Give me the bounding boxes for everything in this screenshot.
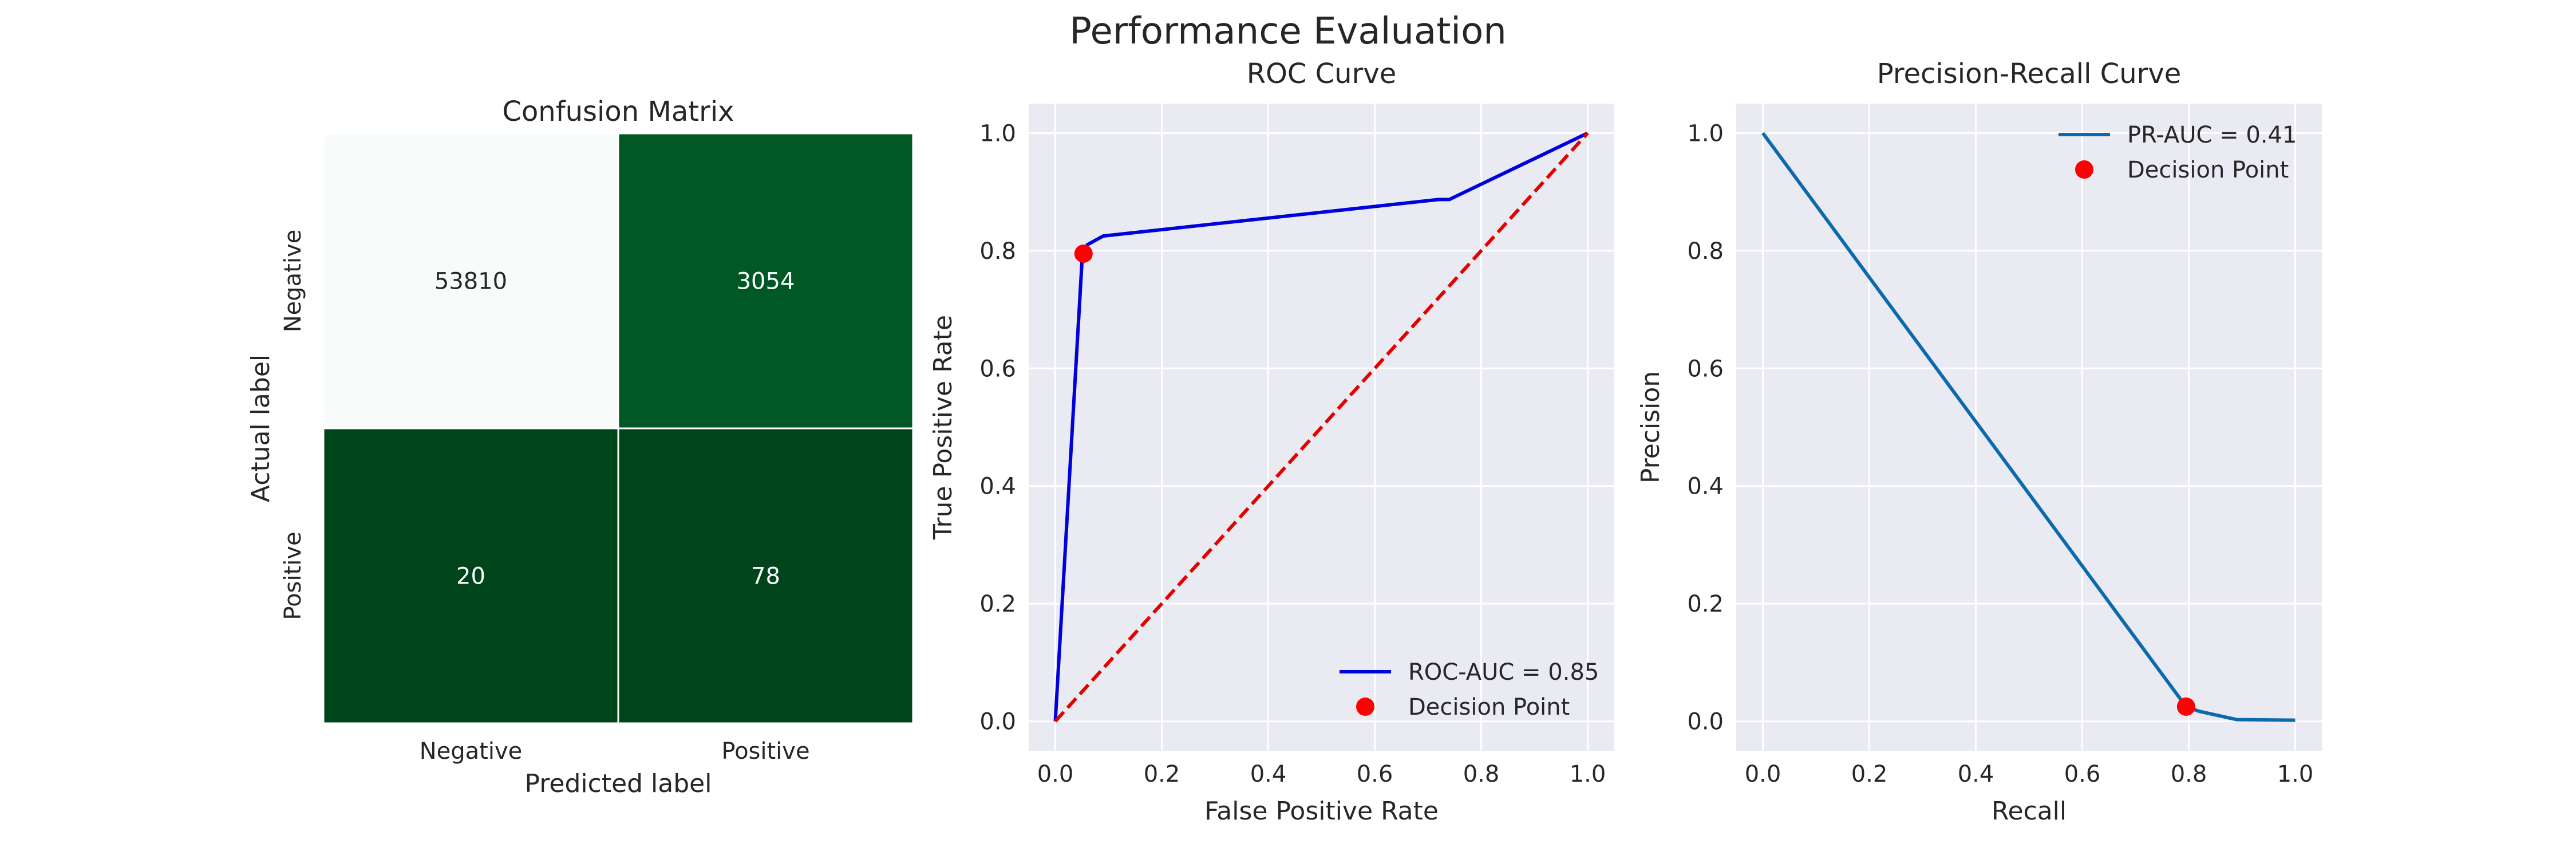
legend-entry: ROC-AUC = 0.85 <box>1408 659 1599 685</box>
x-tick-label: Positive <box>721 738 809 765</box>
series-line <box>1054 132 1589 723</box>
y-tick-label: 0.8 <box>979 238 1016 265</box>
decision-point-marker <box>1074 244 1093 263</box>
matrix-cell <box>617 427 914 724</box>
x-tick-label: 0.6 <box>1357 761 1393 787</box>
x-axis-label: False Positive Rate <box>1204 797 1439 826</box>
panel-title: Precision-Recall Curve <box>1877 58 2182 90</box>
y-tick-label: 0.2 <box>979 591 1016 617</box>
decision-point-marker <box>2176 697 2195 716</box>
legend-entry: PR-AUC = 0.41 <box>2127 122 2297 148</box>
y-tick-label: 0.6 <box>1687 356 1724 382</box>
y-tick-label: Negative <box>280 230 306 333</box>
x-tick-label: 1.0 <box>1570 761 1606 787</box>
confusion-matrix-panel: Confusion Matrix 53810 3054 20 78 Negative Pos… <box>246 96 914 798</box>
x-axis-label: Recall <box>1992 797 2067 826</box>
legend-point-swatch <box>2075 160 2093 179</box>
matrix-cell <box>617 132 914 430</box>
legend-entry: Decision Point <box>1408 694 1570 720</box>
x-tick-label: 0.4 <box>1250 761 1287 787</box>
y-tick-label: 0.8 <box>1687 238 1724 265</box>
y-axis-label: Precision <box>1636 371 1665 483</box>
cell-value: 20 <box>456 564 485 590</box>
y-tick-label: 0.4 <box>1687 474 1724 500</box>
x-tick-label: 0.4 <box>1958 761 1994 787</box>
x-tick-label: 1.0 <box>2277 761 2314 787</box>
matrix-cell <box>322 132 619 430</box>
series-line <box>1761 132 2296 722</box>
y-tick-label: 0.0 <box>979 709 1016 735</box>
roc-curve-panel: 0.0 0.2 0.4 0.6 0.8 1.0 0.0 0.2 0.4 0.6 0.8 1.0 ROC … <box>929 58 1614 826</box>
cell-value: 53810 <box>434 269 507 295</box>
panel-title: ROC Curve <box>1247 58 1397 90</box>
y-tick-label: 1.0 <box>979 120 1016 147</box>
cell-value: 78 <box>751 564 780 590</box>
y-tick-label: Positive <box>280 531 306 620</box>
figure-title: Performance Evaluation <box>1069 10 1507 53</box>
x-tick-label: 0.0 <box>1037 761 1074 787</box>
legend-point-swatch <box>1356 698 1374 716</box>
y-axis-label: Actual label <box>246 354 275 502</box>
plot-area <box>1736 104 2322 751</box>
x-tick-label: 0.2 <box>1144 761 1180 787</box>
y-axis-label: True Positive Rate <box>929 315 958 540</box>
y-tick-label: 0.0 <box>1687 709 1724 735</box>
y-tick-label: 0.4 <box>979 474 1016 500</box>
x-tick-label: 0.0 <box>1745 761 1781 787</box>
precision-recall-panel: 0.0 0.2 0.4 0.6 0.8 1.0 0.0 0.2 0.4 0.6 0.8 1.0 Prec… <box>1636 58 2322 826</box>
x-tick-label: 0.8 <box>1463 761 1500 787</box>
matrix-cell <box>322 427 619 724</box>
y-tick-label: 0.2 <box>1687 591 1724 617</box>
cell-value: 3054 <box>737 269 795 295</box>
legend-entry: Decision Point <box>2127 157 2289 183</box>
x-tick-label: Negative <box>420 738 523 765</box>
y-tick-label: 0.6 <box>979 356 1016 382</box>
x-tick-label: 0.6 <box>2064 761 2101 787</box>
confusion-matrix-title: Confusion Matrix <box>502 96 734 128</box>
x-tick-label: 0.2 <box>1851 761 1888 787</box>
x-axis-label: Predicted label <box>525 769 712 798</box>
x-tick-label: 0.8 <box>2171 761 2207 787</box>
y-tick-label: 1.0 <box>1687 120 1724 147</box>
